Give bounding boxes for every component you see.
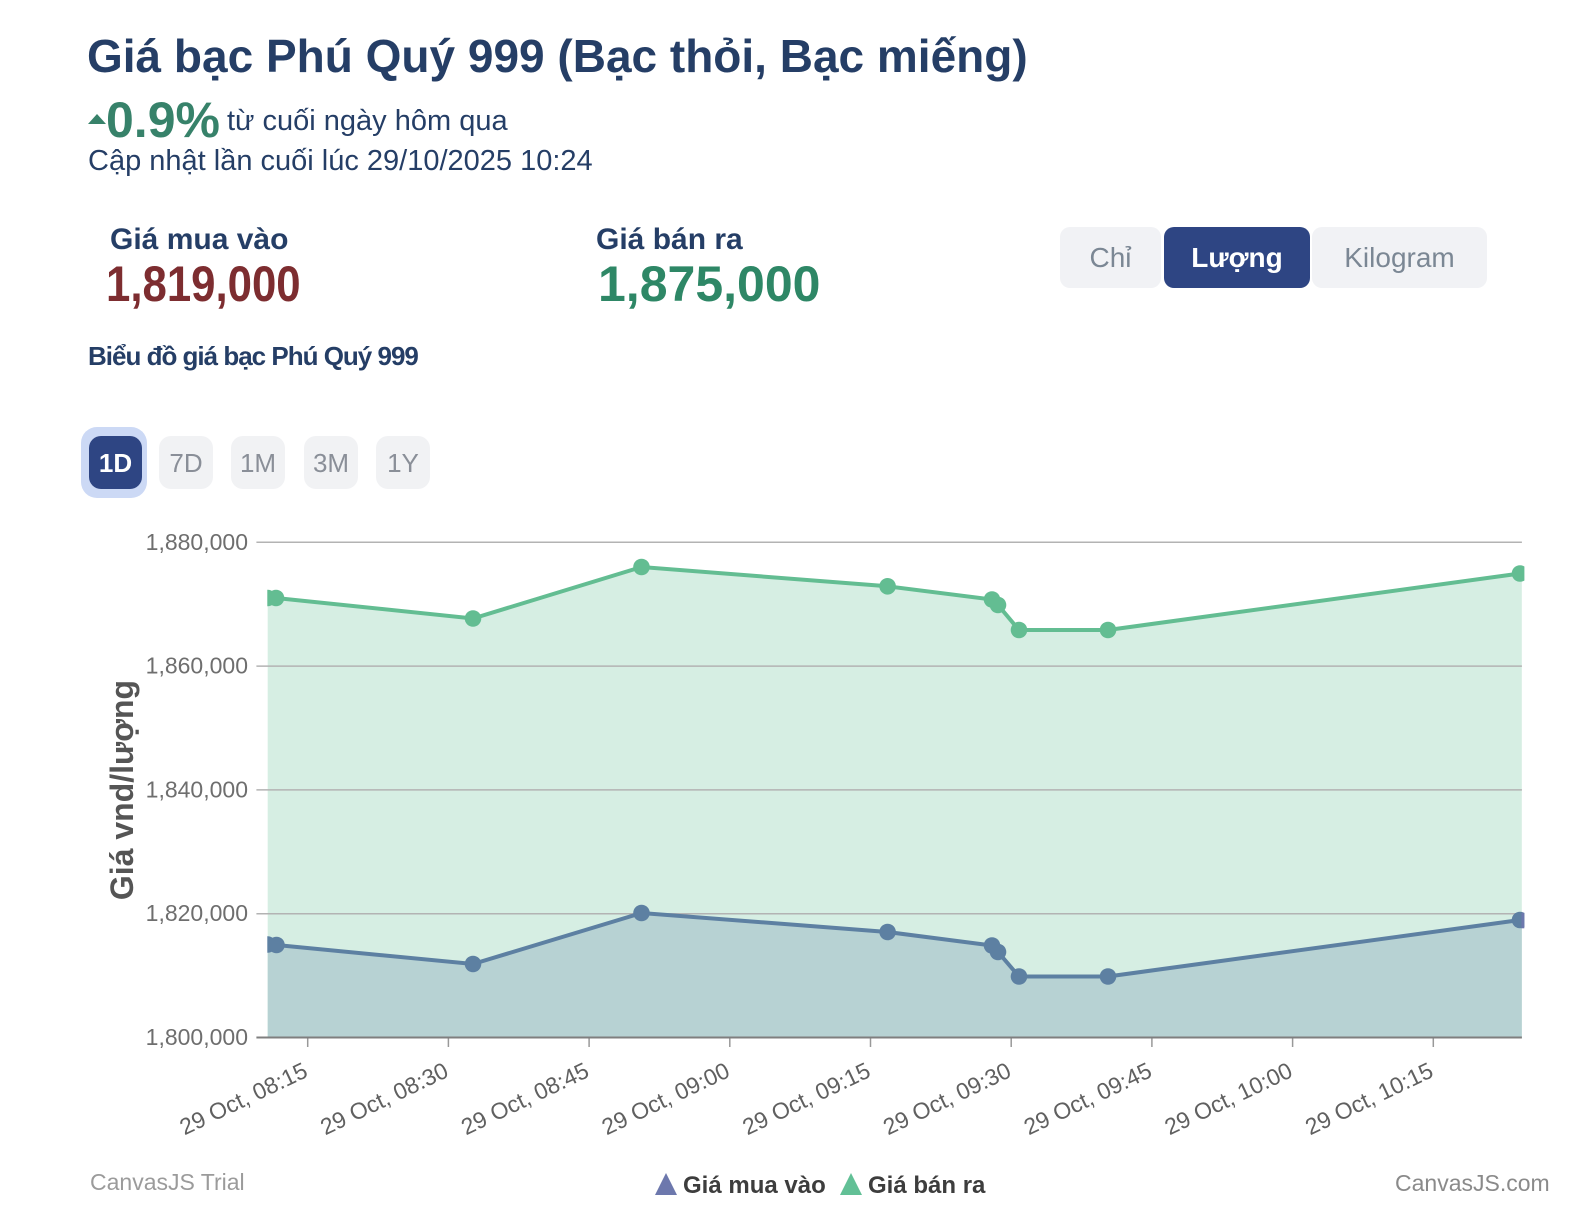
svg-text:1,860,000: 1,860,000: [146, 653, 248, 679]
svg-text:Giá bán ra: Giá bán ra: [868, 1172, 986, 1199]
svg-text:29 Oct, 09:00: 29 Oct, 09:00: [598, 1057, 734, 1140]
svg-text:29 Oct, 10:15: 29 Oct, 10:15: [1301, 1057, 1437, 1140]
svg-text:29 Oct, 08:15: 29 Oct, 08:15: [176, 1057, 312, 1140]
svg-text:29 Oct, 10:00: 29 Oct, 10:00: [1160, 1057, 1296, 1140]
svg-text:29 Oct, 08:45: 29 Oct, 08:45: [457, 1057, 593, 1140]
svg-text:29 Oct, 08:30: 29 Oct, 08:30: [316, 1057, 452, 1140]
svg-text:29 Oct, 09:30: 29 Oct, 09:30: [879, 1057, 1015, 1140]
svg-text:1,880,000: 1,880,000: [146, 529, 248, 555]
svg-text:Giá mua vào: Giá mua vào: [683, 1172, 826, 1199]
svg-text:CanvasJS Trial: CanvasJS Trial: [90, 1169, 245, 1195]
svg-text:1,840,000: 1,840,000: [146, 777, 248, 803]
svg-text:1,800,000: 1,800,000: [146, 1024, 248, 1050]
svg-text:29 Oct, 09:15: 29 Oct, 09:15: [738, 1057, 874, 1140]
svg-text:29 Oct, 09:45: 29 Oct, 09:45: [1020, 1057, 1156, 1140]
svg-text:1,820,000: 1,820,000: [146, 900, 248, 926]
svg-text:CanvasJS.com: CanvasJS.com: [1395, 1170, 1550, 1196]
svg-text:Giá vnd/lượng: Giá vnd/lượng: [104, 680, 140, 900]
